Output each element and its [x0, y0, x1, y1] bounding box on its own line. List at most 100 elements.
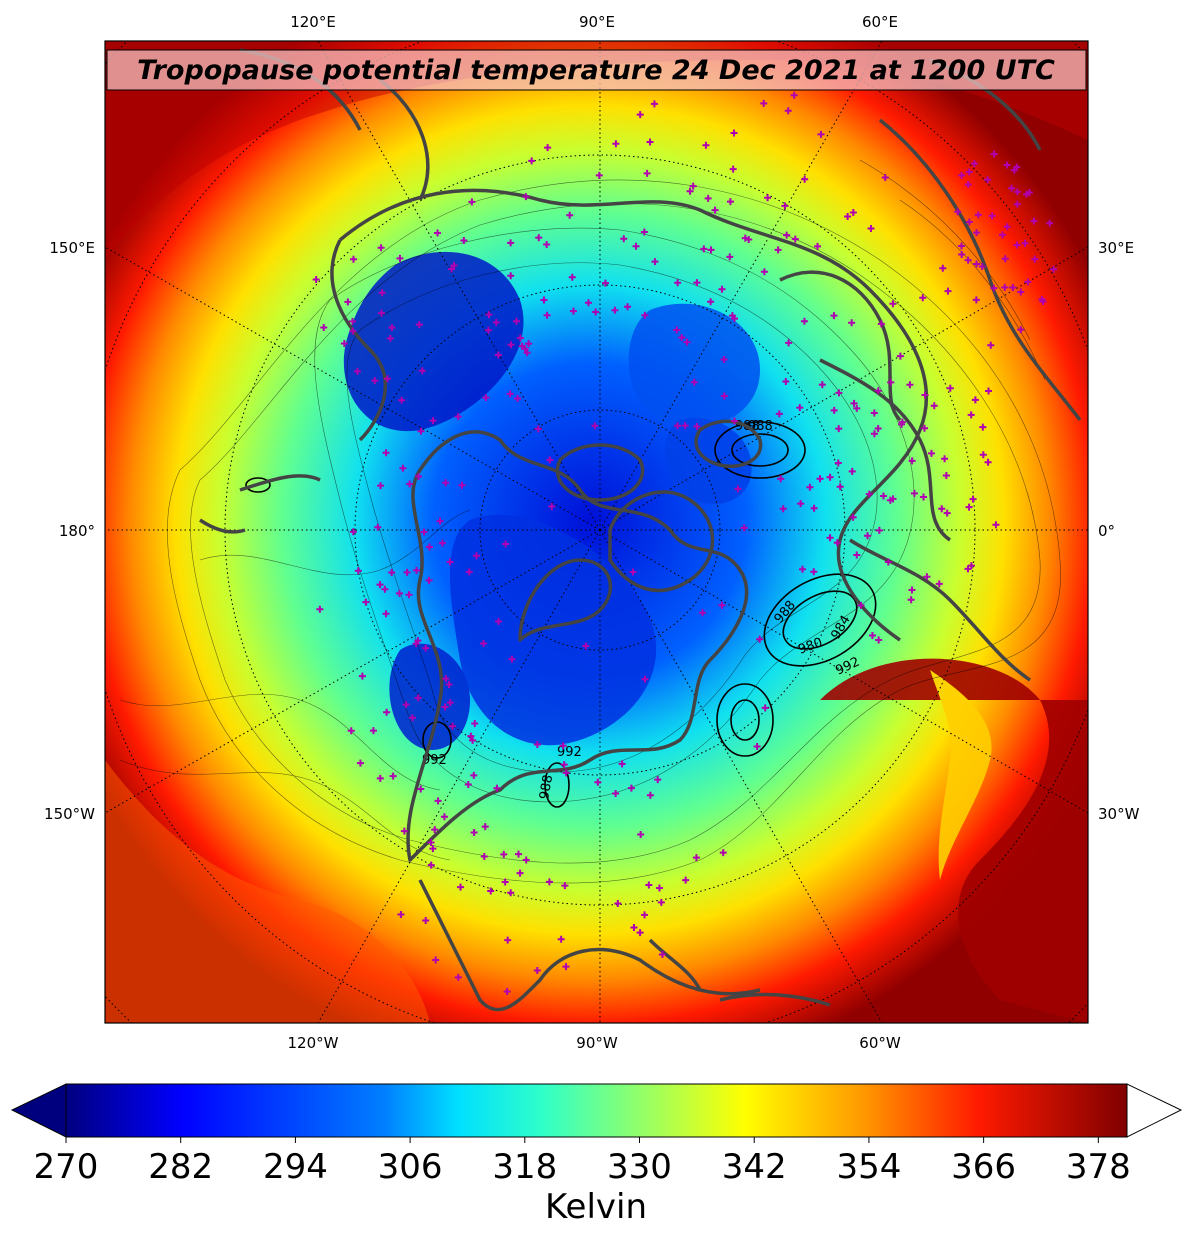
- station-marker: [1003, 161, 1011, 169]
- station-marker: [958, 171, 966, 179]
- station-marker: [464, 781, 472, 789]
- station-marker: [442, 675, 450, 683]
- station-marker: [378, 289, 386, 297]
- station-marker: [618, 760, 626, 768]
- station-marker: [595, 171, 603, 179]
- station-marker: [594, 778, 602, 786]
- station-marker: [386, 334, 394, 342]
- station-marker: [958, 251, 966, 259]
- station-marker: [494, 351, 502, 359]
- station-marker: [864, 532, 872, 540]
- station-marker: [874, 424, 882, 432]
- station-marker: [927, 449, 935, 457]
- station-marker: [442, 479, 450, 487]
- station-marker: [1001, 283, 1009, 291]
- station-marker: [877, 320, 885, 328]
- station-marker: [972, 296, 980, 304]
- station-marker: [566, 211, 574, 219]
- station-marker: [632, 242, 640, 250]
- station-marker: [720, 355, 728, 363]
- lon-label-bottom: 60°W: [859, 1034, 901, 1052]
- station-marker: [516, 334, 524, 342]
- station-marker: [514, 394, 522, 402]
- station-marker: [441, 703, 449, 711]
- station-marker: [611, 306, 619, 314]
- station-marker: [645, 881, 653, 889]
- station-marker: [457, 883, 465, 891]
- station-marker: [879, 492, 887, 500]
- station-marker: [943, 509, 951, 517]
- colorbar-tick-label: 330: [607, 1147, 672, 1187]
- station-marker: [857, 601, 865, 609]
- station-marker: [979, 423, 987, 431]
- station-marker: [702, 141, 710, 149]
- station-marker: [508, 655, 516, 663]
- station-marker: [718, 601, 726, 609]
- lon-label-top: 60°E: [862, 13, 898, 31]
- station-marker: [637, 831, 645, 839]
- map-frame: [104, 40, 1089, 1024]
- station-marker: [886, 496, 894, 504]
- station-marker: [853, 404, 861, 412]
- station-marker: [481, 823, 489, 831]
- station-marker: [397, 911, 405, 919]
- station-marker: [362, 598, 370, 606]
- lon-label-right: 0°: [1098, 522, 1115, 540]
- station-marker: [502, 540, 510, 548]
- mslp-label: 992: [422, 753, 447, 768]
- station-marker: [817, 130, 825, 138]
- station-marker: [480, 639, 488, 647]
- colorbar: 270 282 294 306 318 330 342 354 366 378 Kelvin: [10, 1083, 1183, 1227]
- station-marker: [450, 261, 458, 269]
- station-marker: [641, 911, 649, 919]
- station-marker: [629, 568, 637, 576]
- station-marker: [383, 708, 391, 716]
- station-marker: [740, 524, 748, 532]
- station-marker: [898, 418, 906, 426]
- station-marker: [867, 225, 875, 233]
- station-marker: [673, 326, 681, 334]
- station-marker: [887, 378, 895, 386]
- station-marker: [561, 882, 569, 890]
- station-marker: [545, 878, 553, 886]
- station-marker: [472, 552, 480, 560]
- station-marker: [818, 381, 826, 389]
- station-marker: [910, 489, 918, 497]
- station-marker: [711, 206, 719, 214]
- station-marker: [707, 298, 715, 306]
- mslp-label: 992: [557, 745, 582, 760]
- station-marker: [782, 378, 790, 386]
- station-marker: [938, 505, 946, 513]
- station-marker: [507, 239, 515, 247]
- station-marker: [973, 229, 981, 237]
- station-marker: [967, 411, 975, 419]
- station-marker: [417, 785, 425, 793]
- station-marker: [964, 565, 972, 573]
- station-marker: [507, 272, 515, 280]
- station-marker: [612, 790, 620, 798]
- station-marker: [493, 784, 501, 792]
- station-marker: [875, 636, 883, 644]
- station-marker: [798, 565, 806, 573]
- station-marker: [908, 586, 916, 594]
- lon-label-top: 90°E: [579, 13, 615, 31]
- station-marker: [374, 523, 382, 531]
- station-marker: [992, 521, 1000, 529]
- colorbar-tick-label: 306: [378, 1147, 443, 1187]
- colorbar-tick-label: 282: [148, 1147, 213, 1187]
- station-marker: [515, 850, 523, 858]
- station-marker: [557, 935, 565, 943]
- station-marker: [806, 483, 814, 491]
- station-marker: [344, 298, 352, 306]
- station-marker: [614, 899, 622, 907]
- station-marker: [316, 605, 324, 613]
- station-marker: [650, 100, 658, 108]
- station-marker: [814, 242, 822, 250]
- station-marker: [810, 504, 818, 512]
- colorbar-extend-high: [1126, 1083, 1183, 1138]
- station-marker: [398, 396, 406, 404]
- station-marker: [467, 732, 475, 740]
- station-marker: [834, 459, 842, 467]
- colorbar-tick-label: 366: [951, 1147, 1016, 1187]
- station-marker: [445, 680, 453, 688]
